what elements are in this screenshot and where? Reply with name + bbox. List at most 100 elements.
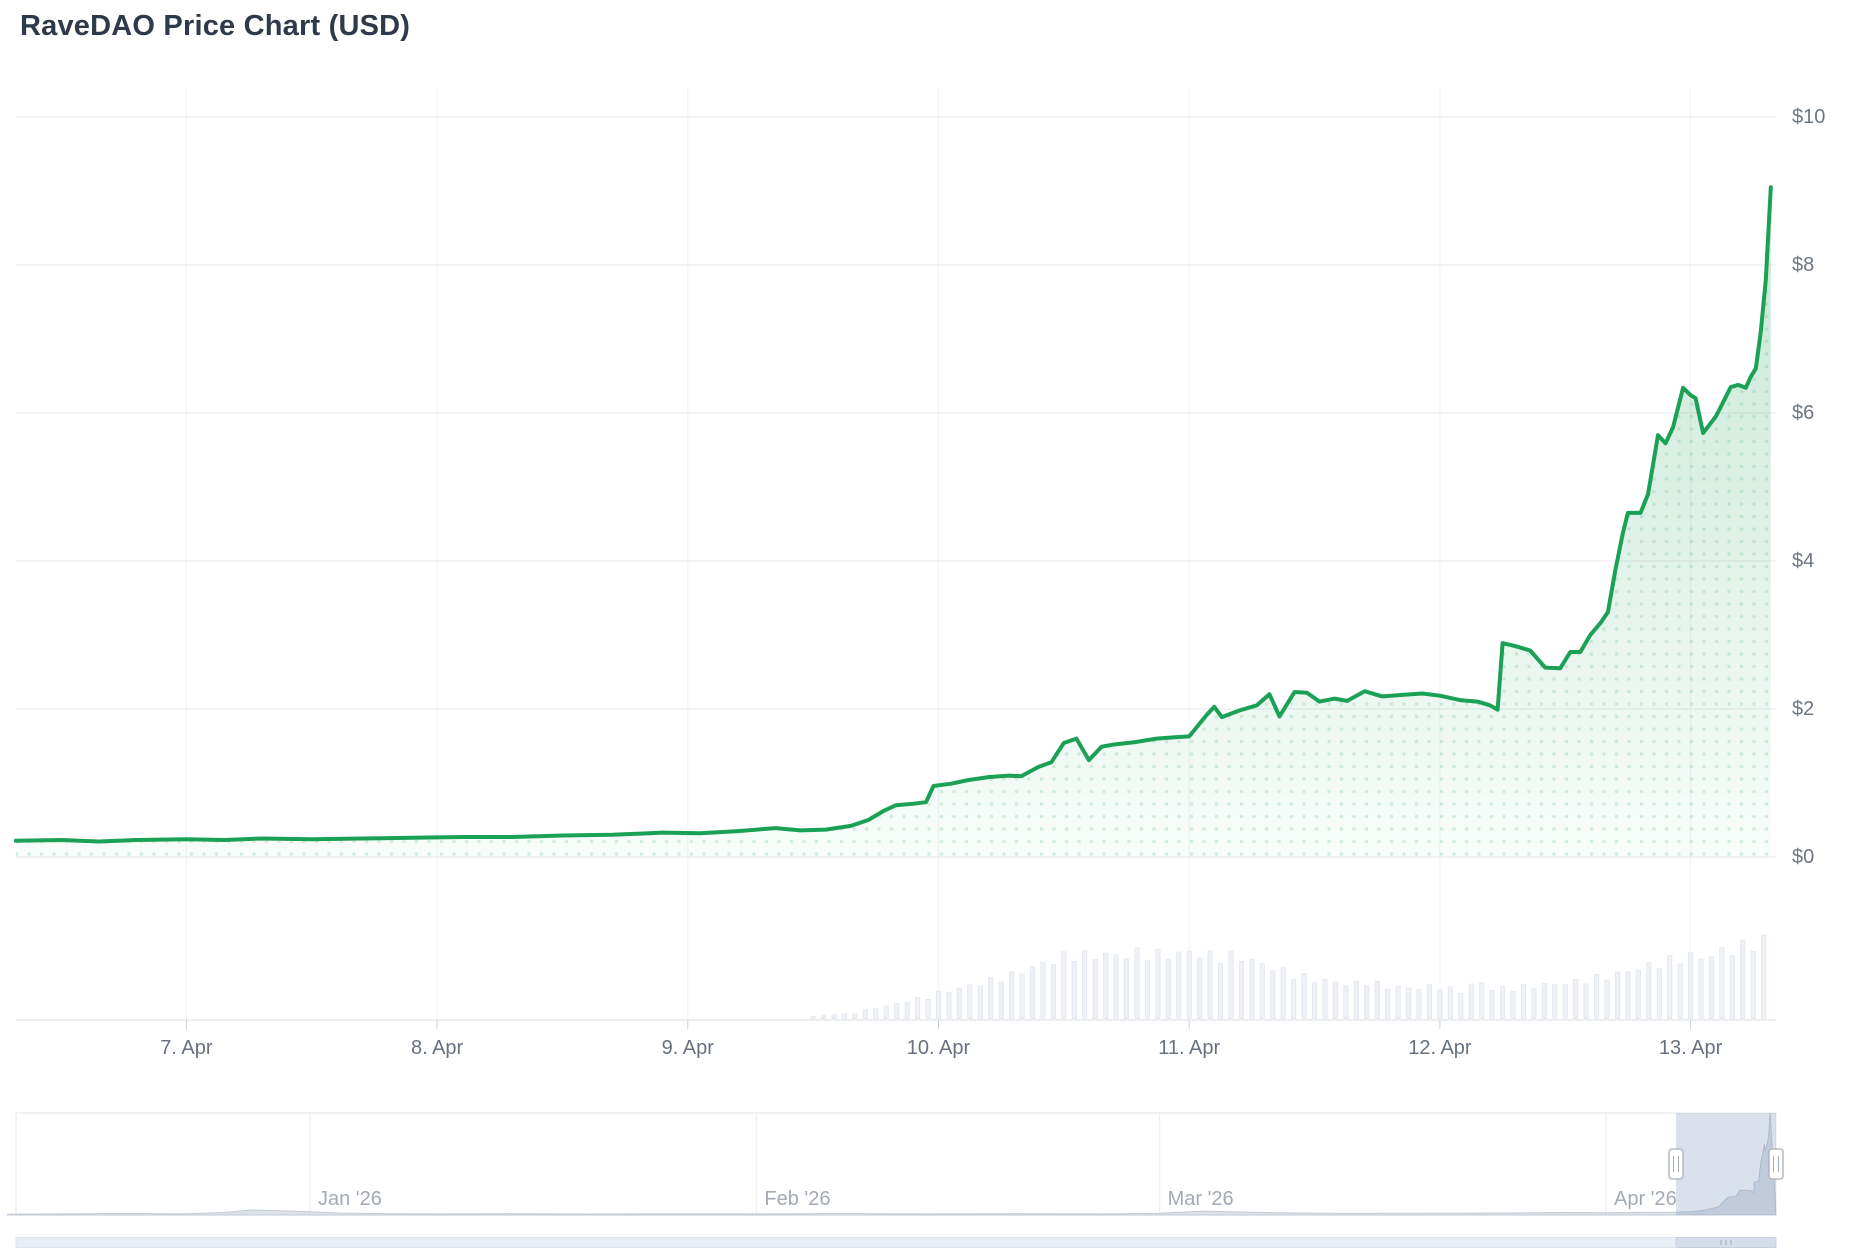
volume-bar — [1614, 971, 1621, 1019]
volume-bar — [1343, 985, 1349, 1019]
volume-bar — [1656, 968, 1662, 1019]
volume-bar — [1197, 957, 1203, 1019]
navigator-series-area — [7, 1112, 1777, 1216]
volume-bar — [1458, 992, 1464, 1019]
x-axis-label: 10. Apr — [907, 1037, 971, 1059]
volume-bar — [1750, 950, 1756, 1019]
volume-bar — [1646, 962, 1652, 1019]
scrollbar-thumb[interactable] — [1675, 1237, 1777, 1248]
volume-bar — [1719, 947, 1725, 1019]
volume-bar — [1092, 958, 1098, 1019]
x-axis-label: 12. Apr — [1408, 1037, 1472, 1059]
volume-bar — [1050, 964, 1056, 1019]
volume-bar — [1103, 952, 1109, 1019]
price-area-dot-pattern — [15, 187, 1771, 858]
volume-bar — [1291, 978, 1297, 1019]
volume-bar — [1520, 984, 1527, 1019]
volume-bar — [1176, 951, 1182, 1019]
volume-bar — [967, 984, 973, 1019]
x-axis-label: 7. Apr — [160, 1037, 213, 1059]
volume-bar — [1406, 987, 1412, 1019]
volume-bar — [956, 987, 963, 1019]
volume-bar — [1322, 979, 1328, 1019]
y-axis-label: $2 — [1792, 698, 1814, 720]
volume-bar — [841, 1013, 848, 1019]
scrollbar-track[interactable] — [15, 1237, 1777, 1248]
x-axis-label: 13. Apr — [1659, 1037, 1723, 1059]
volume-bar — [935, 990, 942, 1019]
volume-bar — [1500, 986, 1506, 1019]
volume-bar — [925, 999, 931, 1019]
navigator-selected-range[interactable] — [1676, 1113, 1776, 1215]
volume-bar — [1301, 973, 1307, 1019]
page-title: RaveDAO Price Chart (USD) — [20, 10, 411, 42]
y-axis-label: $6 — [1792, 402, 1814, 424]
volume-bar — [852, 1013, 858, 1019]
volume-bar — [1479, 982, 1485, 1019]
volume-bar — [1040, 961, 1046, 1019]
volume-bar — [1667, 955, 1673, 1019]
volume-bar — [977, 985, 983, 1019]
volume-bar — [946, 991, 952, 1019]
price-line-series — [13, 185, 1773, 844]
volume-bar — [1729, 955, 1735, 1019]
y-axis-label: $4 — [1792, 550, 1814, 572]
volume-bar — [1698, 958, 1704, 1019]
volume-bar — [873, 1008, 879, 1019]
volume-bar — [1489, 990, 1495, 1019]
volume-bar — [1113, 954, 1119, 1019]
volume-bar — [1217, 962, 1224, 1019]
volume-bar — [1426, 984, 1433, 1019]
volume-bar — [1280, 967, 1286, 1019]
volume-bar — [1134, 947, 1140, 1019]
volume-bar — [1740, 939, 1746, 1019]
volume-bar — [1708, 956, 1715, 1019]
volume-bar — [1374, 980, 1380, 1019]
volume-bar — [1688, 952, 1694, 1019]
navigator-handle-right[interactable] — [1768, 1148, 1784, 1180]
y-axis-label: $8 — [1792, 254, 1814, 276]
volume-bar — [1468, 983, 1474, 1019]
volume-bar — [904, 1002, 910, 1019]
volume-bar — [1573, 978, 1579, 1019]
volume-bar — [1332, 981, 1338, 1019]
navigator-month-label: Feb '26 — [764, 1188, 830, 1210]
volume-bar — [1165, 958, 1171, 1019]
navigator-handle-left-grip-box[interactable] — [1668, 1148, 1684, 1180]
volume-bar — [1447, 986, 1453, 1019]
volume-bar — [1009, 971, 1015, 1019]
volume-bar — [1123, 958, 1130, 1019]
x-axis-label: 8. Apr — [411, 1037, 464, 1059]
volume-bar — [821, 1014, 827, 1019]
y-axis-label: $0 — [1792, 846, 1814, 868]
volume-bar — [862, 1009, 869, 1019]
navigator-outline — [15, 1112, 1777, 1216]
volume-bar — [810, 1016, 816, 1019]
volume-bar — [915, 997, 921, 1019]
volume-bar — [1510, 991, 1516, 1019]
y-axis-label: $10 — [1792, 106, 1825, 128]
volume-bar — [1761, 934, 1767, 1019]
volume-bar — [1541, 983, 1547, 1019]
volume-bar — [1594, 974, 1600, 1019]
volume-bar — [1395, 986, 1401, 1019]
volume-bar — [1416, 989, 1422, 1019]
volume-bar — [1353, 981, 1359, 1019]
volume-bar — [998, 981, 1004, 1019]
volume-bar — [1207, 950, 1213, 1019]
navigator-handle-left[interactable] — [1668, 1148, 1684, 1180]
volume-bar — [1144, 960, 1150, 1019]
volume-bar — [1019, 973, 1025, 1019]
navigator-handle-right-grip-box[interactable] — [1768, 1148, 1784, 1180]
volume-bar — [1583, 983, 1589, 1019]
volume-bar — [1437, 989, 1443, 1019]
volume-bar — [1249, 958, 1255, 1019]
volume-bar — [988, 977, 994, 1019]
volume-bar — [1155, 948, 1161, 1019]
volume-bar — [1061, 951, 1067, 1019]
volume-bar — [1635, 969, 1641, 1019]
volume-bar — [1071, 960, 1077, 1019]
volume-bar — [831, 1014, 837, 1019]
